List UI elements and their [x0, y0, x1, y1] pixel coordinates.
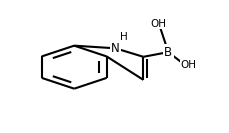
Text: H: H — [119, 32, 127, 42]
Text: N: N — [111, 42, 119, 55]
Text: B: B — [164, 46, 172, 59]
Text: OH: OH — [150, 19, 166, 29]
Text: OH: OH — [180, 60, 196, 70]
